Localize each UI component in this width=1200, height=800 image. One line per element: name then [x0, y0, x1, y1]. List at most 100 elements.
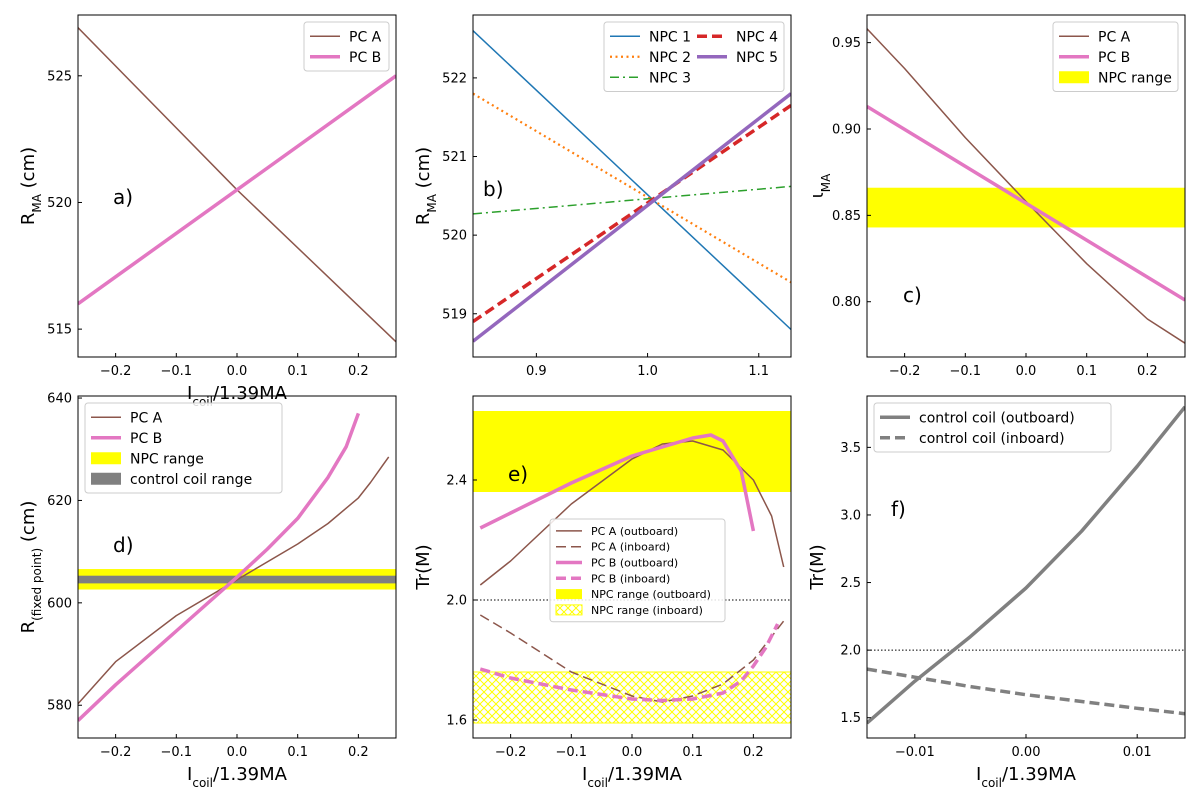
x-tick-label: 0.1 [287, 745, 308, 760]
y-tick-label: 515 [47, 323, 72, 338]
x-axis-label: Icoil/1.39MA [187, 764, 288, 790]
legend-swatch [91, 452, 121, 465]
legend-frame [303, 21, 390, 72]
legend-frame [873, 402, 1112, 453]
y-tick-label: 1.5 [840, 711, 861, 726]
y-tick-label: 522 [442, 71, 467, 86]
series-0-line [867, 405, 1185, 725]
legend-label: NPC 4 [736, 29, 778, 45]
y-tick-label: 520 [442, 229, 467, 244]
x-tick-label: 0.0 [227, 745, 248, 760]
legend-swatch [556, 589, 582, 600]
legend: PC A PC B [303, 21, 390, 72]
panel-e: −0.2 −0.1 0.0 0.1 0.2 1.6 2.0 2.4 Icoil/1.39MA Tr… [413, 395, 792, 790]
x-tick-label: 0.0 [227, 364, 248, 379]
series-3-line [479, 623, 780, 703]
x-tick-label: 0.9 [526, 364, 547, 379]
y-axis-label: RMA (cm) [413, 147, 439, 225]
x-tick-label: 0.0 [1016, 364, 1037, 379]
x-tick-label: −0.2 [889, 364, 921, 379]
y-axis-label: RMA (cm) [18, 147, 44, 225]
series-4-line [473, 92, 791, 343]
legend: NPC 1 NPC 2 NPC 3 NPC 4 NPC 5 [603, 21, 785, 92]
legend-label: PC B [1098, 50, 1130, 66]
legend-label: NPC range (inboard) [591, 604, 703, 617]
x-axis-label: Icoil/1.39MA [582, 764, 683, 790]
y-tick-label: 0.85 [832, 209, 861, 224]
legend-label: PC A [130, 410, 163, 426]
series-1-line [867, 667, 1185, 716]
x-tick-label: 0.00 [1012, 745, 1041, 760]
plot-area [473, 30, 791, 343]
y-tick-label: 2.5 [840, 576, 861, 591]
panel-f: −0.01 0.00 0.01 1.5 2.0 2.5 3.0 3.5 Icoil/1.39MA… [807, 395, 1186, 790]
y-tick-label: 640 [47, 392, 72, 407]
plot-area [78, 412, 396, 722]
y-tick-label: 525 [47, 69, 72, 84]
series-1-line [473, 92, 791, 284]
y-axis-label: R(fixed point) (cm) [18, 501, 44, 634]
y-tick-label: 519 [442, 307, 467, 322]
series-2-line [473, 185, 791, 215]
legend-label: PC A [349, 29, 382, 45]
legend: PC A PC B NPC range control coil range [84, 402, 283, 494]
legend-label: PC A [1098, 29, 1131, 45]
legend: PC A (outboard) PC A (inboard) PC B (outbo… [549, 518, 726, 623]
x-axis-label: Icoil/1.39MA [976, 764, 1077, 790]
panel-a: −0.2 −0.1 0.0 0.1 0.2515520525Icoil/1.39MARM… [18, 14, 397, 409]
x-tick-label: 0.2 [348, 745, 369, 760]
y-axis-label: Tr(M) [807, 544, 828, 590]
plot-area [867, 28, 1185, 344]
series-1-line [867, 105, 1185, 302]
panel-label: f) [891, 497, 906, 521]
band-0 [867, 187, 1185, 228]
x-tick-label: 0.1 [287, 364, 308, 379]
y-tick-label: 521 [442, 150, 467, 165]
x-tick-label: −0.1 [950, 364, 982, 379]
legend-label: NPC range [130, 451, 204, 467]
y-axis-label: ιMA [807, 173, 833, 198]
y-tick-label: 620 [47, 494, 72, 509]
series-2-line [479, 433, 756, 532]
legend-label: NPC range [1098, 70, 1172, 86]
x-tick-label: −0.2 [100, 364, 132, 379]
legend-frame [603, 21, 785, 92]
legend: control coil (outboard) control coil (inb… [873, 402, 1112, 453]
panel-label: e) [508, 462, 528, 486]
legend-label: NPC 1 [649, 29, 691, 45]
y-tick-label: 2.0 [446, 594, 467, 609]
legend-label: control coil (inboard) [919, 431, 1065, 447]
plot-area [78, 27, 396, 343]
y-tick-label: 600 [47, 596, 72, 611]
band-0 [473, 411, 791, 492]
legend-swatch [1059, 71, 1089, 84]
y-tick-label: 3.5 [840, 441, 861, 456]
legend-label: PC A (outboard) [591, 525, 678, 538]
x-tick-label: −0.01 [895, 745, 935, 760]
x-tick-label: −0.1 [161, 745, 193, 760]
x-tick-label: 1.1 [748, 364, 769, 379]
plot-area [867, 405, 1185, 725]
series-1-line [78, 412, 361, 722]
x-tick-label: −0.1 [161, 364, 193, 379]
x-tick-label: 0.0 [622, 745, 643, 760]
legend-label: NPC 3 [649, 70, 691, 86]
panel-label: a) [113, 185, 133, 209]
legend-label: PC A (inboard) [591, 541, 670, 554]
legend-label: PC B [349, 50, 381, 66]
x-tick-label: −0.2 [495, 745, 527, 760]
legend-label: PC B (outboard) [591, 557, 678, 570]
legend-label: PC B [130, 431, 162, 447]
legend-label: NPC range (outboard) [591, 588, 711, 601]
axes-frame [472, 14, 792, 358]
x-tick-label: 0.2 [1137, 364, 1158, 379]
y-tick-label: 2.4 [446, 474, 467, 489]
legend-swatch [555, 604, 583, 616]
x-tick-label: 0.1 [1076, 364, 1097, 379]
y-tick-label: 3.0 [840, 508, 861, 523]
x-tick-label: 0.2 [743, 745, 764, 760]
legend-frame [84, 402, 283, 494]
legend-label: NPC 2 [649, 50, 691, 66]
x-tick-label: −0.1 [556, 745, 588, 760]
